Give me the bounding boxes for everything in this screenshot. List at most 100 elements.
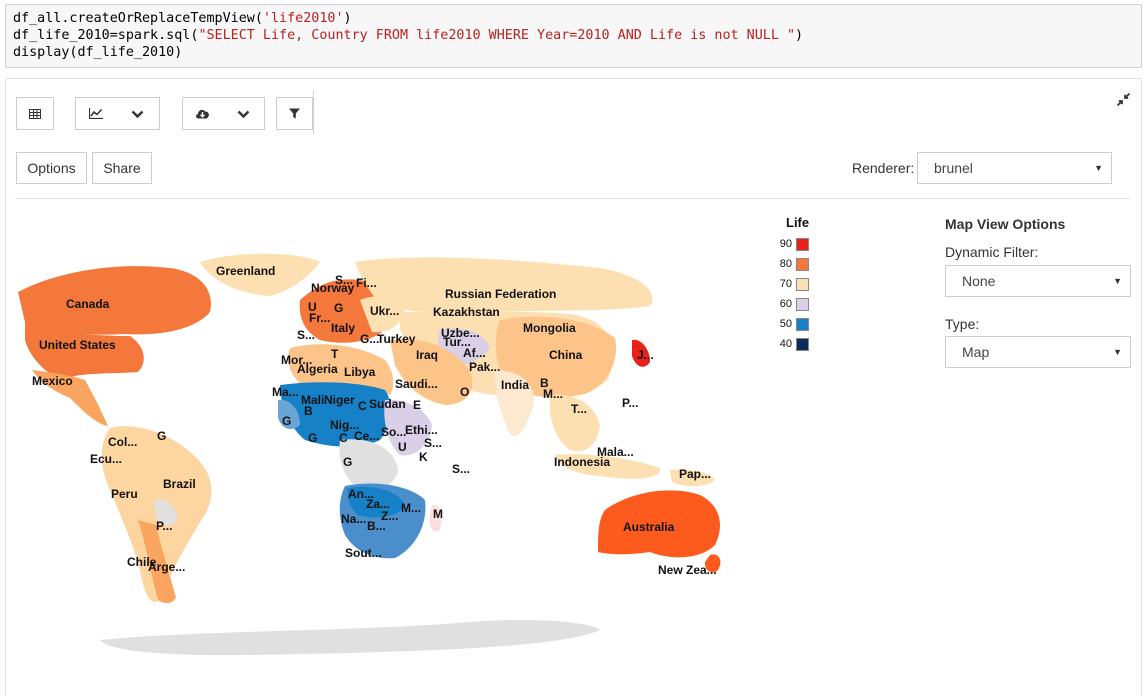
label-botswana: B... <box>367 519 386 533</box>
legend-swatch <box>796 257 809 271</box>
label-ecuador: Ecu... <box>90 452 122 466</box>
label-tunisia: T <box>331 347 339 361</box>
angola-zambia-shape <box>347 486 405 518</box>
label-mozambique: M... <box>401 501 421 515</box>
label-china: China <box>549 348 583 362</box>
download-dropdown-toggle[interactable] <box>223 98 264 129</box>
west-africa-coast-shape <box>278 399 300 430</box>
sahel-shape <box>280 382 392 447</box>
collapse-output-button[interactable] <box>1116 92 1131 110</box>
north-africa-shape <box>288 344 394 395</box>
label-indonesia: Indonesia <box>554 455 610 469</box>
russia-shape <box>355 257 653 313</box>
share-button[interactable]: Share <box>92 152 152 184</box>
renderer-value: brunel <box>934 160 973 176</box>
label-paraguay: P... <box>156 519 172 533</box>
options-button[interactable]: Options <box>16 152 87 184</box>
select-caret-icon: ▼ <box>1094 163 1103 173</box>
download-button[interactable] <box>182 97 265 130</box>
label-libya: Libya <box>344 365 376 379</box>
legend-entry-label: 50 <box>779 318 792 330</box>
label-burkina: B <box>304 404 313 418</box>
label-somalia-n: So... <box>381 425 406 439</box>
label-russia: Russian Federation <box>445 287 556 301</box>
label-afghanistan: Af... <box>463 346 486 360</box>
mexico-shape <box>32 370 108 426</box>
line-chart-icon <box>88 108 103 119</box>
label-uk: U <box>308 300 317 314</box>
label-spain: S... <box>297 328 315 342</box>
label-thailand: T... <box>571 402 587 416</box>
india-shape <box>494 370 534 437</box>
world-map[interactable]: Greenland Canada United States Mexico Co… <box>10 215 750 665</box>
greenland-shape <box>200 253 320 296</box>
chart-dropdown-toggle[interactable] <box>116 98 159 129</box>
label-guinea: G <box>282 414 291 428</box>
label-germany: G <box>334 301 343 315</box>
download-main-button[interactable] <box>183 98 223 129</box>
label-france: Fr... <box>309 311 330 325</box>
dynamic-filter-label: Dynamic Filter: <box>945 244 1039 260</box>
se-asia-shape <box>549 394 600 452</box>
legend-swatch <box>796 237 809 251</box>
label-greece: G... <box>360 332 379 346</box>
label-somalia: S... <box>424 436 442 450</box>
label-pakistan: Pak... <box>469 360 500 374</box>
legend-title: Life <box>786 215 810 230</box>
legend-swatch <box>796 297 809 311</box>
label-chile: Chile <box>127 555 157 569</box>
png-shape <box>670 469 715 487</box>
label-cameroon: C <box>339 431 348 445</box>
toolbar-divider <box>313 90 314 134</box>
code-line-3: display(df_life_2010) <box>13 45 183 60</box>
label-usa: United States <box>39 338 116 352</box>
label-namibia: Na... <box>341 512 366 526</box>
japan-shape <box>632 339 650 367</box>
label-saudi: Saudi... <box>395 377 438 391</box>
label-turkmenistan: Tur... <box>443 335 471 349</box>
country-labels: Greenland Canada United States Mexico Co… <box>32 264 717 577</box>
map-options-title: Map View Options <box>945 216 1066 232</box>
east-africa-shape <box>384 399 432 456</box>
canada-shape <box>18 266 211 335</box>
label-chad: C <box>358 399 367 413</box>
middle-east-shape <box>390 339 473 405</box>
cloud-download-icon <box>196 109 210 119</box>
chart-type-button[interactable] <box>75 97 160 130</box>
legend-swatch <box>796 317 809 331</box>
type-select[interactable]: Map ▼ <box>945 336 1131 368</box>
label-zimbabwe: Z... <box>381 509 398 523</box>
antarctica-shape <box>100 619 600 656</box>
renderer-select[interactable]: brunel ▼ <box>917 152 1112 184</box>
label-colombia: Col... <box>108 435 137 449</box>
legend-entry: 60 <box>778 297 809 311</box>
label-zambia: Za... <box>366 497 390 511</box>
label-brazil: Brazil <box>163 477 196 491</box>
label-ethiopia: Ethi... <box>405 423 438 437</box>
label-oman: O <box>460 385 469 399</box>
label-uzbekistan: Uzbe... <box>441 326 480 340</box>
chart-button[interactable] <box>76 98 116 129</box>
label-car: Ce... <box>354 429 379 443</box>
label-australia: Australia <box>623 520 675 534</box>
label-finland: Fi... <box>356 276 377 290</box>
label-ghana: G <box>308 431 317 445</box>
legend-entry-label: 80 <box>779 258 792 270</box>
paraguay-shape <box>155 499 178 526</box>
label-gabon: G <box>343 455 352 469</box>
legend-entry-label: 90 <box>779 238 792 250</box>
label-uganda: U <box>398 440 407 454</box>
type-value: Map <box>962 344 990 360</box>
code-cell[interactable]: df_all.createOrReplaceTempView('life2010… <box>5 4 1142 68</box>
label-guyana: G <box>157 429 166 443</box>
label-iraq: Iraq <box>416 348 438 362</box>
filter-button[interactable] <box>276 97 313 130</box>
dynamic-filter-select[interactable]: None ▼ <box>945 265 1131 297</box>
chevron-down-icon <box>131 110 144 118</box>
label-mali: Mali <box>301 393 324 407</box>
legend-entry-label: 40 <box>779 338 792 350</box>
label-png: Pap... <box>679 467 711 481</box>
table-view-button[interactable] <box>16 97 54 130</box>
label-kazakhstan: Kazakhstan <box>433 305 500 319</box>
legend-entry: 50 <box>778 317 809 331</box>
